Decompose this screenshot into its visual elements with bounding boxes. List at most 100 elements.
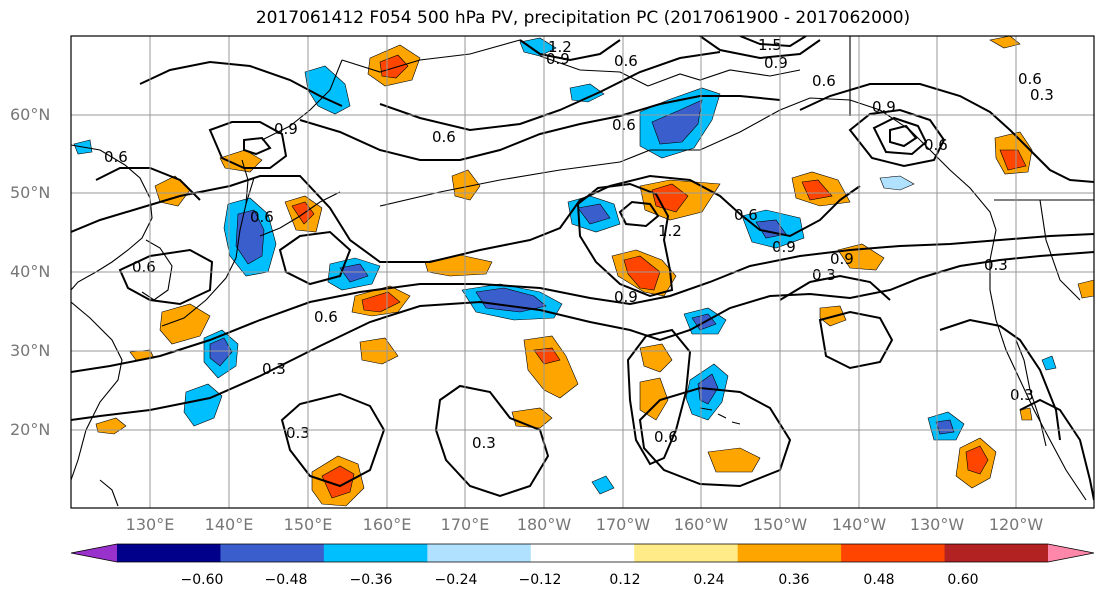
contour-0.3-loop-s1 (280, 392, 386, 488)
contour-label: 0.6 (314, 308, 338, 326)
lon-label: 150°E (283, 515, 333, 534)
contour-west-small (243, 136, 272, 156)
contour-0.3-south (71, 251, 1094, 421)
contour-0.3-east (939, 318, 1061, 441)
contour-0.3-loop-s3 (638, 386, 792, 488)
colorbar-segment (737, 544, 842, 562)
contour-label: 0.6 (614, 52, 638, 70)
colorbar-segment (117, 544, 221, 562)
contour-label: 0.6 (132, 258, 156, 276)
shade-neg (651, 99, 703, 145)
colorbar-extend-max (1048, 544, 1094, 562)
colorbar-segment (530, 544, 635, 562)
contour-north-loop1 (519, 39, 621, 62)
shade-neg (879, 175, 915, 191)
contour-label: 0.9 (274, 120, 298, 138)
contour-ne-loop2 (872, 116, 928, 156)
colorbar-segment (427, 544, 532, 562)
contour-label: 1.5 (758, 36, 782, 54)
contour-label: 0.3 (1030, 86, 1054, 104)
contour-label: 0.6 (734, 206, 758, 224)
shade-pos (1019, 407, 1033, 421)
colorbar-tick-label: −0.48 (264, 572, 308, 588)
lon-label: 130°E (125, 515, 175, 534)
lat-label: 50°N (10, 183, 51, 202)
lon-label: 170°W (595, 515, 651, 534)
coast-kamchatka (261, 59, 343, 141)
coast-japan (161, 177, 255, 327)
shade-neg (591, 475, 615, 495)
shade-neg (1041, 355, 1057, 371)
contour-0.6-south (71, 233, 1094, 373)
lon-label: 150°W (752, 515, 808, 534)
contour-ne-loop3 (889, 124, 918, 148)
colorbar-extend-min (71, 544, 117, 562)
contour-label: 0.3 (984, 256, 1008, 274)
contour-label: 0.6 (812, 72, 836, 90)
coast-siberia (341, 39, 521, 73)
shade-neg (339, 263, 369, 283)
contour-0.9-north (379, 51, 721, 132)
contour-0.6-north (299, 95, 781, 161)
map-layers: 1.2 0.9 0.6 1.5 0.9 0.6 0.9 0.6 0.6 0.9 … (71, 36, 1094, 508)
lon-label: 120°W (988, 515, 1044, 534)
contour-label: 1.2 (548, 38, 572, 56)
shade-pos (159, 303, 211, 345)
map-border (70, 35, 1095, 509)
lat-label: 60°N (10, 105, 51, 124)
colorbar-tick-label: 0.36 (778, 572, 810, 588)
coast-philippines (99, 479, 119, 507)
colorbar-tick-label: −0.36 (349, 572, 393, 588)
contour-ne-loop1 (848, 108, 946, 168)
contour-label: 0.9 (772, 238, 796, 256)
map-title: 2017061412 F054 500 hPa PV, precipitatio… (255, 8, 911, 28)
shade-pos (639, 377, 669, 421)
shade-neg (304, 65, 351, 115)
contour-0.3-loop-s2 (434, 384, 550, 498)
coast-aleutians (379, 149, 651, 207)
lat-label: 20°N (10, 420, 51, 439)
coast-asia (71, 144, 153, 291)
shade-neg (235, 209, 265, 265)
colorbar-tick-label: 0.12 (609, 572, 641, 588)
contour-ne-outer (799, 83, 1094, 183)
contour-label: 0.9 (872, 98, 896, 116)
lon-label: 170°E (440, 515, 490, 534)
contour-label: 0.6 (1018, 70, 1042, 88)
colorbar-tick-label: −0.12 (518, 572, 562, 588)
border-states (1039, 199, 1081, 301)
contour-west-outer (139, 60, 343, 107)
contour-label: 0.6 (612, 116, 636, 134)
shade-pos (999, 149, 1027, 171)
shade-pos (623, 255, 661, 291)
contour-label: 0.9 (830, 250, 854, 268)
shade-pos (533, 347, 561, 365)
shade-pos (219, 149, 263, 173)
shade-pos (989, 36, 1021, 49)
colorbar-tick-label: −0.24 (434, 572, 478, 588)
contour-label: 0.3 (1010, 386, 1034, 404)
coast-baja (1015, 339, 1047, 447)
coast-hawaii (699, 407, 741, 425)
contour-label: 0.9 (546, 50, 570, 68)
precip-negative-shading (73, 37, 1057, 495)
contour-0.6-mid (71, 174, 861, 263)
contour-label: 0.6 (432, 128, 456, 146)
contour-label: 0.9 (614, 288, 638, 306)
colorbar-segment (323, 544, 428, 562)
lon-label: 160°W (673, 515, 729, 534)
contour-west-0.6 (118, 248, 214, 306)
lon-label: 160°E (362, 515, 412, 534)
contour-label: 0.3 (472, 434, 496, 452)
contour-label: 0.6 (250, 208, 274, 226)
contour-label: 0.3 (286, 424, 310, 442)
contour-0.3-far-east (1019, 398, 1094, 501)
contour-0.9-loop (576, 182, 674, 298)
contour-west-0.9 (278, 230, 352, 286)
colorbar-outline (70, 543, 1095, 563)
contour-label: 0.3 (812, 266, 836, 284)
shade-neg (209, 337, 233, 367)
shade-neg (519, 37, 557, 57)
colorbar-tick-label: 0.60 (947, 572, 979, 588)
